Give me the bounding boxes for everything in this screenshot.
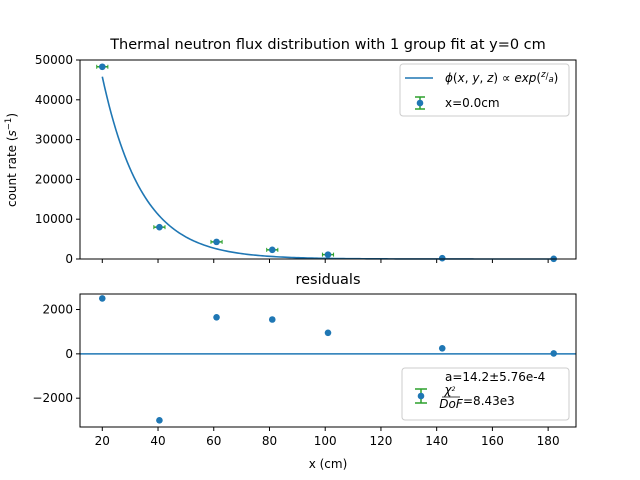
- flux-plot-panel: Thermal neutron flux distribution with 1…: [4, 37, 577, 266]
- residuals-xtick-label: 160: [481, 434, 504, 448]
- residuals-plot-frame: [79, 293, 577, 428]
- flux-ytick-label: 0: [65, 252, 73, 266]
- residuals-ytick-label: 0: [65, 347, 73, 361]
- flux-ytick-label: 30000: [35, 133, 73, 147]
- ylabel-unit-s: s: [5, 130, 19, 136]
- residual-point: [268, 316, 276, 323]
- flux-plot-ticks: 0 10000 20000 30000 40000 50000: [35, 53, 549, 266]
- residuals-xtick-label: 20: [95, 434, 110, 448]
- residuals-legend: a=14.2±5.76e-4 χ2 DoF =8.43e3: [401, 367, 570, 421]
- residuals-xtick-label: 80: [262, 434, 277, 448]
- residual-point: [213, 313, 220, 321]
- flux-plot-title: Thermal neutron flux distribution with 1…: [109, 37, 546, 53]
- flux-ytick-label: 40000: [35, 93, 73, 107]
- residual-data-points: [98, 295, 558, 424]
- ylabel-unit-close: ): [5, 113, 19, 118]
- svg-text:=8.43e3: =8.43e3: [463, 394, 515, 408]
- flux-data-point: [438, 254, 446, 262]
- residuals-legend-box: [401, 367, 570, 421]
- residual-point: [324, 329, 332, 337]
- residual-point: [98, 295, 106, 302]
- residuals-xtick-label: 140: [425, 434, 448, 448]
- residuals-xtick-label: 120: [369, 434, 392, 448]
- residuals-ytick-label: 2000: [42, 303, 73, 317]
- flux-data-point: [96, 63, 109, 71]
- residual-point: [550, 350, 558, 357]
- residuals-xtick-label: 60: [206, 434, 221, 448]
- flux-legend-box: [399, 63, 570, 117]
- legend-fit-label: ϕ(x, y, z) ∝ exp(z/a): [445, 70, 558, 85]
- residual-point: [156, 417, 163, 424]
- flux-ytick-label: 10000: [35, 212, 73, 226]
- legend-fit-parameter: a=14.2±5.76e-4: [445, 370, 545, 384]
- residuals-plot-title: residuals: [295, 272, 360, 288]
- flux-data-point: [266, 246, 279, 254]
- flux-data-point: [321, 251, 335, 258]
- legend-data-label: x=0.0cm: [445, 96, 500, 110]
- residuals-legend-swatch: [415, 388, 427, 404]
- residuals-xtick-label: 180: [537, 434, 560, 448]
- flux-plot-frame: [79, 59, 577, 260]
- ylabel-unit-exp: −1: [4, 118, 14, 131]
- residuals-xtick-label: 40: [150, 434, 165, 448]
- residuals-ytick-label: −2000: [32, 391, 73, 405]
- residuals-plot-ticks: −2000 0 2000 20 40 60 80 100 120 140 160 180: [32, 303, 559, 448]
- flux-ytick-label: 20000: [35, 172, 73, 186]
- flux-data-points: [96, 63, 558, 263]
- flux-plot-ylabel: count rate (s−1): [4, 113, 19, 207]
- flux-data-point: [153, 223, 166, 231]
- flux-plot-legend: ϕ(x, y, z) ∝ exp(z/a) x=0.0cm: [399, 63, 570, 117]
- residuals-plot-panel: residuals −2000 0 2000 20 40 60 80 100 120 140 160…: [32, 272, 577, 471]
- residual-point: [438, 345, 446, 352]
- flux-data-point: [210, 238, 223, 246]
- legend-data-swatch: [415, 96, 425, 110]
- svg-text:DoF: DoF: [439, 397, 464, 411]
- flux-ytick-label: 50000: [35, 53, 73, 67]
- residuals-xtick-label: 100: [314, 434, 337, 448]
- residuals-xlabel: x (cm): [309, 457, 348, 471]
